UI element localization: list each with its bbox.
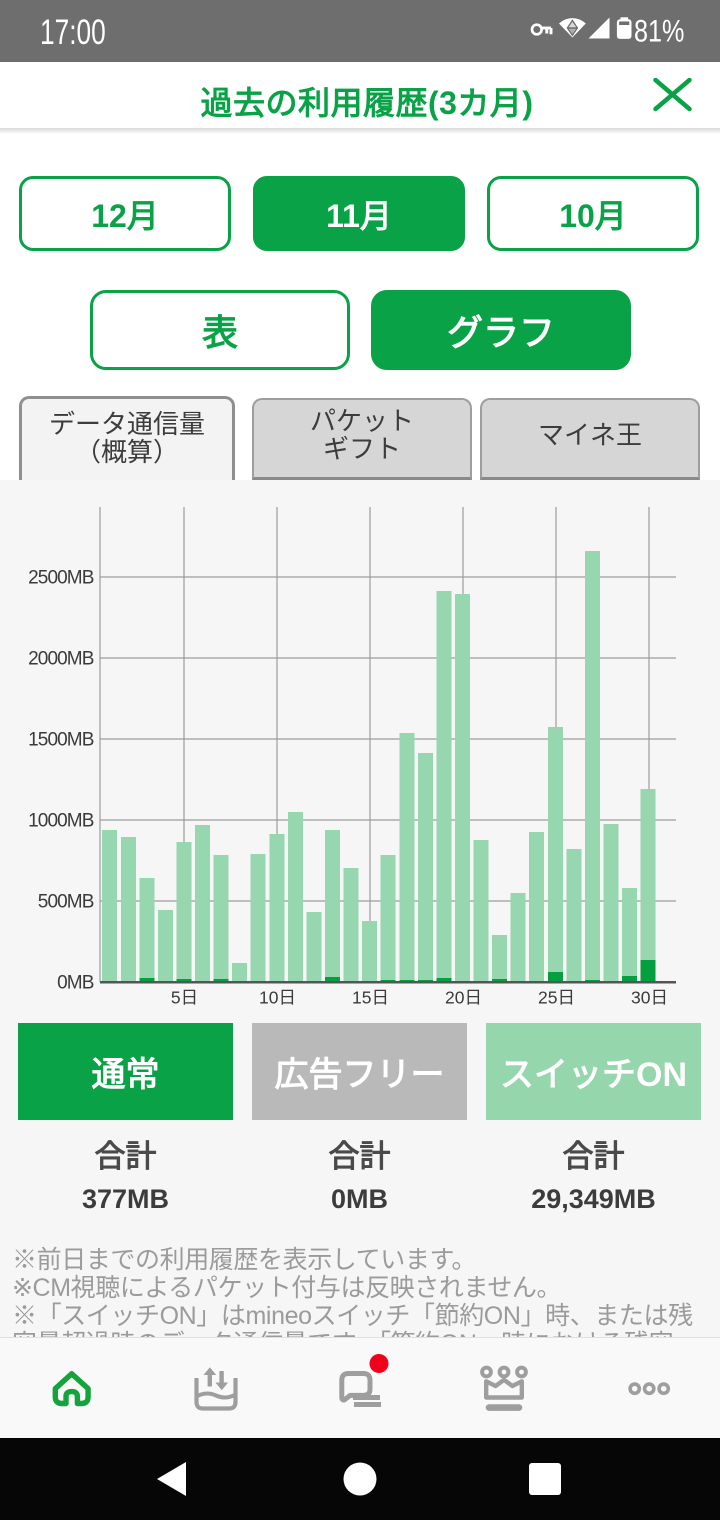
svg-text:25日: 25日 xyxy=(538,988,575,1008)
svg-text:0MB: 0MB xyxy=(57,973,94,994)
svg-text:81%: 81% xyxy=(634,14,684,49)
svg-text:10日: 10日 xyxy=(259,988,296,1008)
svg-text:15日: 15日 xyxy=(352,988,389,1008)
svg-text:30日: 30日 xyxy=(631,988,668,1008)
svg-text:20日: 20日 xyxy=(445,988,482,1008)
svg-text:500MB: 500MB xyxy=(38,892,94,913)
svg-text:1000MB: 1000MB xyxy=(28,811,94,832)
svg-text:1500MB: 1500MB xyxy=(28,730,94,751)
svg-text:2500MB: 2500MB xyxy=(28,568,94,589)
svg-text:5日: 5日 xyxy=(171,988,198,1008)
svg-text:2000MB: 2000MB xyxy=(28,649,94,670)
